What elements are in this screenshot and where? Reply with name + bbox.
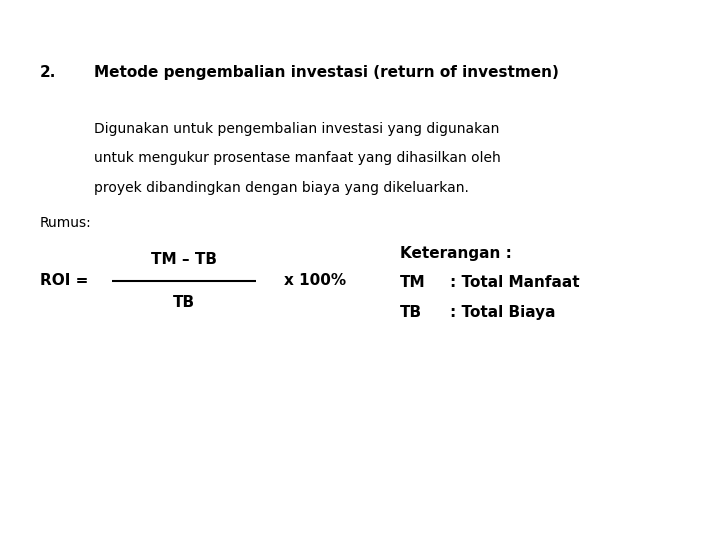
- Text: Digunakan untuk pengembalian investasi yang digunakan: Digunakan untuk pengembalian investasi y…: [94, 122, 499, 136]
- Text: TB: TB: [173, 295, 194, 310]
- Text: Rumus:: Rumus:: [40, 216, 91, 230]
- Text: ROI =: ROI =: [40, 273, 88, 288]
- Text: : Total Manfaat: : Total Manfaat: [450, 275, 580, 291]
- Text: untuk mengukur prosentase manfaat yang dihasilkan oleh: untuk mengukur prosentase manfaat yang d…: [94, 151, 500, 165]
- Text: x 100%: x 100%: [284, 273, 346, 288]
- Text: TM – TB: TM – TB: [150, 252, 217, 267]
- Text: Metode pengembalian investasi (return of investmen): Metode pengembalian investasi (return of…: [94, 65, 559, 80]
- Text: Keterangan :: Keterangan :: [400, 246, 511, 261]
- Text: : Total Biaya: : Total Biaya: [450, 305, 556, 320]
- Text: TM: TM: [400, 275, 426, 291]
- Text: TB: TB: [400, 305, 422, 320]
- Text: proyek dibandingkan dengan biaya yang dikeluarkan.: proyek dibandingkan dengan biaya yang di…: [94, 181, 469, 195]
- Text: 2.: 2.: [40, 65, 56, 80]
